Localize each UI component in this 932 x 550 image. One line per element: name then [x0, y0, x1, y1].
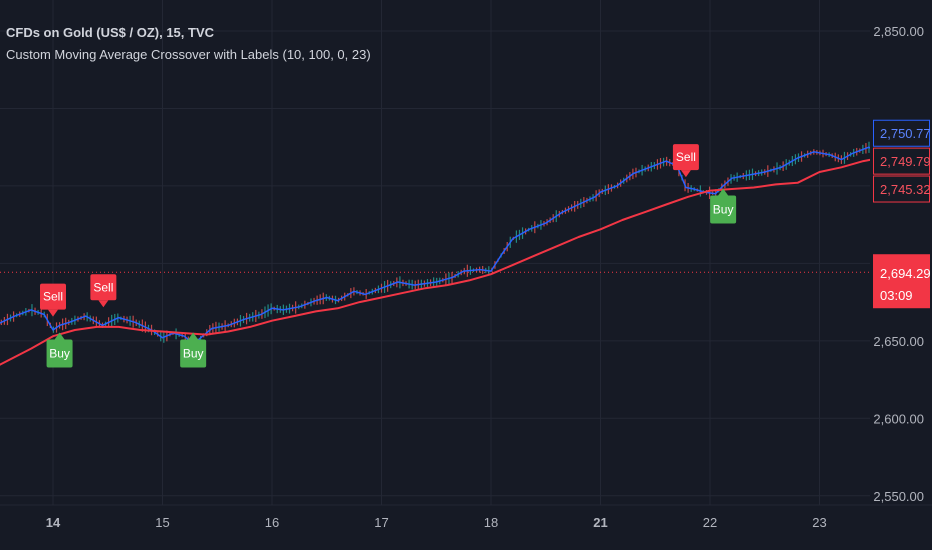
buy-label-pointer — [718, 188, 729, 196]
sell-label-text: Sell — [93, 280, 113, 294]
sell-label-pointer — [680, 170, 691, 178]
price-marker-value: 2,745.32 — [880, 182, 931, 197]
buy-label-box[interactable] — [710, 195, 737, 224]
sell-label-box[interactable] — [672, 144, 699, 171]
buy-label-text: Buy — [49, 347, 70, 361]
sell-label-pointer — [98, 300, 109, 308]
x-tick-label: 22 — [703, 515, 717, 530]
x-tick-label: 15 — [155, 515, 169, 530]
current-price-marker[interactable] — [873, 254, 930, 309]
indicator-label[interactable]: Custom Moving Average Crossover with Lab… — [6, 47, 371, 62]
bar-countdown: 03:09 — [880, 288, 913, 303]
y-tick-label: 2,850.00 — [873, 24, 924, 39]
x-tick-label: 23 — [812, 515, 826, 530]
sell-label-text: Sell — [676, 150, 696, 164]
buy-label-box[interactable] — [46, 339, 73, 368]
current-price-value: 2,694.29 — [880, 266, 931, 281]
price-marker-value: 2,750.77 — [880, 126, 931, 141]
x-tick-label: 21 — [593, 515, 607, 530]
sell-label-pointer — [48, 309, 58, 317]
price-marker-value: 2,749.79 — [880, 154, 931, 169]
y-tick-label: 2,650.00 — [873, 334, 924, 349]
x-tick-label: 18 — [484, 515, 498, 530]
buy-label-pointer — [188, 332, 199, 340]
price-marker-box[interactable] — [873, 119, 930, 147]
y-tick-label: 2,550.00 — [873, 489, 924, 504]
x-tick-label: 14 — [46, 515, 61, 530]
buy-label-text: Buy — [713, 202, 734, 216]
sell-label-text: Sell — [43, 290, 63, 304]
slow-ma-line[interactable] — [0, 155, 891, 366]
x-tick-label: 17 — [374, 515, 388, 530]
sell-label-box[interactable] — [90, 274, 117, 301]
price-marker-box[interactable] — [873, 147, 930, 175]
buy-label-pointer — [54, 332, 65, 340]
price-marker-box[interactable] — [873, 175, 930, 203]
buy-label-box[interactable] — [180, 339, 207, 368]
chart-legend: CFDs on Gold (US$ / OZ), 15, TVC Custom … — [6, 22, 371, 66]
buy-label-text: Buy — [183, 347, 204, 361]
symbol-title[interactable]: CFDs on Gold (US$ / OZ), 15, TVC — [6, 25, 215, 40]
y-tick-label: 2,600.00 — [873, 411, 924, 426]
sell-label-box[interactable] — [40, 283, 66, 310]
x-tick-label: 16 — [265, 515, 279, 530]
